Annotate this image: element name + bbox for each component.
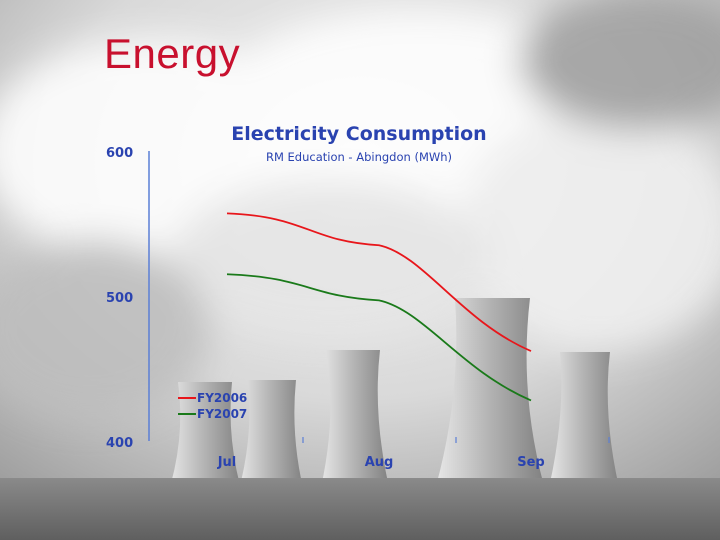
series-lines <box>226 212 532 402</box>
x-tick-labels: Jul Aug Sep <box>217 437 610 470</box>
legend: FY2006 FY2007 <box>178 391 247 421</box>
x-tick-label: Sep <box>517 455 545 470</box>
x-tick-label: Jul <box>217 455 237 470</box>
y-tick-labels: 400 500 600 <box>106 146 133 451</box>
y-tick-label: 400 <box>106 436 133 451</box>
y-tick-label: 500 <box>106 291 133 306</box>
series-line-fy2007 <box>226 273 532 402</box>
legend-label: FY2006 <box>197 391 247 405</box>
chart-subtitle: RM Education - Abingdon (MWh) <box>266 150 452 164</box>
series-line-fy2006 <box>226 212 532 352</box>
chart-title: Electricity Consumption <box>231 123 486 145</box>
y-tick-label: 600 <box>106 146 133 161</box>
slide-title: Energy <box>104 30 241 77</box>
x-tick-label: Aug <box>365 455 394 470</box>
legend-label: FY2007 <box>197 407 247 421</box>
